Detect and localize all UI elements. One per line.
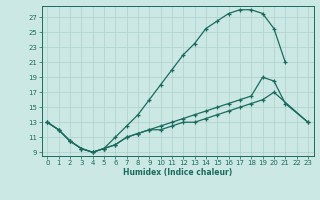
X-axis label: Humidex (Indice chaleur): Humidex (Indice chaleur) [123,168,232,177]
